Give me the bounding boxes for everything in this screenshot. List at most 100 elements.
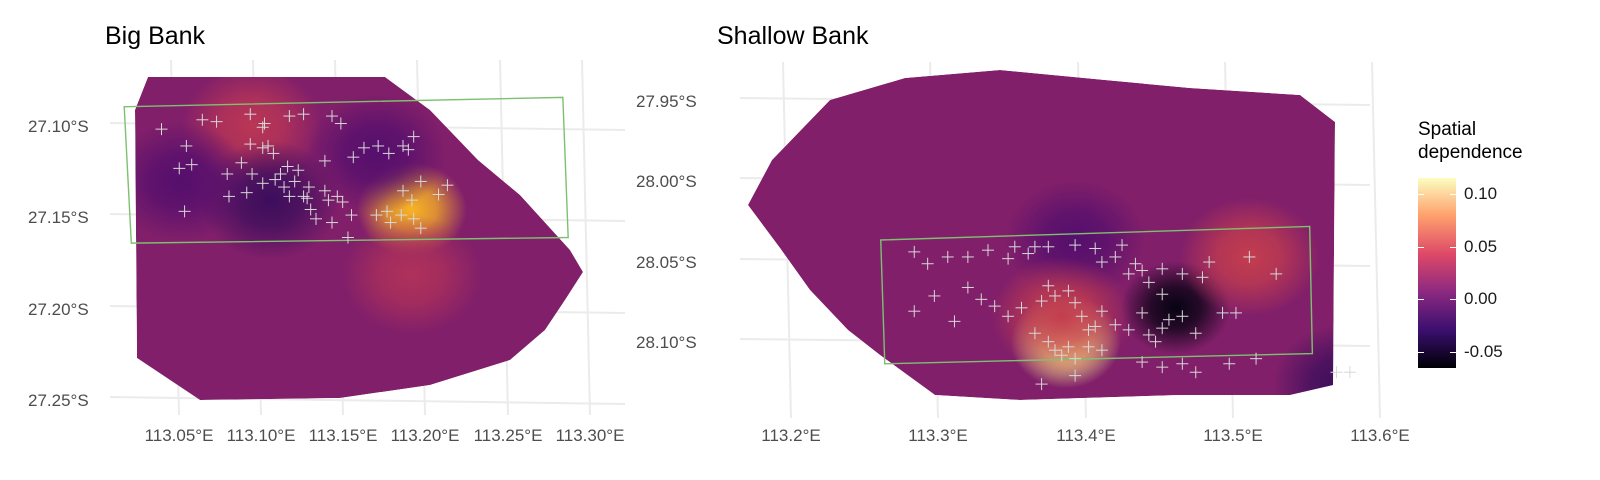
sample-point-marker bbox=[372, 139, 385, 152]
sample-point-marker bbox=[274, 167, 287, 180]
sample-points bbox=[155, 108, 454, 244]
y-tick-label: 27.95°S bbox=[636, 92, 697, 111]
sample-point-marker bbox=[1203, 256, 1216, 269]
sample-point-marker bbox=[347, 151, 360, 164]
y-tick-label: 27.25°S bbox=[28, 391, 89, 410]
sample-point-marker bbox=[301, 192, 314, 205]
sample-point-marker bbox=[283, 110, 296, 123]
sample-point-marker bbox=[1116, 239, 1129, 252]
sample-point-marker bbox=[1122, 323, 1135, 336]
sample-point-marker bbox=[1229, 306, 1242, 319]
sample-point-marker bbox=[1035, 295, 1048, 308]
sample-point-marker bbox=[1075, 310, 1088, 323]
x-tick-label: 113.6°E bbox=[1350, 426, 1410, 445]
sample-point-marker bbox=[341, 231, 354, 244]
sample-point-marker bbox=[310, 212, 322, 225]
sample-point-marker bbox=[988, 300, 1001, 313]
field-hotspot bbox=[341, 215, 482, 335]
sample-point-marker bbox=[928, 289, 941, 302]
sample-point-marker bbox=[908, 305, 921, 318]
sample-point-marker bbox=[1176, 310, 1189, 323]
legend-tick-label: -0.05 bbox=[1464, 342, 1503, 362]
sample-point-marker bbox=[405, 194, 418, 207]
sample-point-marker bbox=[1095, 344, 1108, 357]
sample-point-marker bbox=[384, 216, 397, 229]
sample-point-marker bbox=[908, 245, 921, 258]
sample-point-marker bbox=[196, 113, 209, 126]
sample-point-marker bbox=[414, 175, 427, 188]
sample-point-marker bbox=[283, 190, 296, 203]
sample-point-marker bbox=[331, 190, 344, 203]
sample-point-marker bbox=[961, 250, 974, 263]
sample-point-marker bbox=[1142, 328, 1155, 341]
sample-point-marker bbox=[325, 110, 338, 123]
sample-point-marker bbox=[941, 250, 954, 263]
sample-point-marker bbox=[304, 203, 317, 216]
sample-point-marker bbox=[302, 181, 315, 194]
sample-point-marker bbox=[180, 139, 193, 152]
sample-point-marker bbox=[1028, 240, 1041, 253]
sample-point-marker bbox=[1042, 335, 1055, 348]
panel-title-big-bank: Big Bank bbox=[105, 22, 206, 50]
legend-colorbar bbox=[1418, 178, 1456, 368]
x-tick-label: 113.20°E bbox=[390, 426, 460, 445]
survey-area-outline bbox=[880, 225, 1314, 365]
x-tick-label: 113.2°E bbox=[761, 426, 821, 445]
sample-point-marker bbox=[210, 115, 223, 128]
sample-point-marker bbox=[244, 108, 257, 121]
sample-point-marker bbox=[1035, 378, 1048, 391]
sample-point-marker bbox=[1136, 264, 1149, 277]
y-tick-label: 27.15°S bbox=[28, 208, 89, 227]
sample-point-marker bbox=[1022, 247, 1035, 260]
sample-point-marker bbox=[1343, 366, 1356, 379]
x-tick-label: 113.5°E bbox=[1203, 426, 1263, 445]
x-tick-label: 113.05°E bbox=[144, 426, 214, 445]
sample-point-marker bbox=[222, 190, 235, 203]
sample-point-marker bbox=[370, 209, 383, 222]
sample-point-marker bbox=[292, 164, 305, 177]
sample-point-marker bbox=[1109, 318, 1122, 331]
sample-point-marker bbox=[1330, 366, 1343, 379]
sample-point-marker bbox=[1069, 352, 1082, 365]
sample-point-marker bbox=[432, 188, 445, 201]
sample-point-marker bbox=[1062, 340, 1075, 353]
sample-point-marker bbox=[1156, 262, 1169, 275]
sample-point-marker bbox=[1095, 256, 1108, 269]
sample-point-marker bbox=[1069, 296, 1082, 309]
sample-point-marker bbox=[1149, 335, 1162, 348]
sample-point-marker bbox=[173, 162, 186, 175]
sample-point-marker bbox=[281, 160, 294, 173]
sample-point-marker bbox=[975, 293, 988, 306]
grid-line-vertical bbox=[581, 59, 591, 416]
sample-point-marker bbox=[1069, 239, 1082, 252]
sample-point-marker bbox=[357, 141, 370, 154]
sample-point-marker bbox=[322, 194, 335, 207]
sample-point-marker bbox=[1109, 250, 1122, 263]
x-tick-label: 113.4°E bbox=[1056, 426, 1116, 445]
sample-point-marker bbox=[221, 167, 234, 180]
sample-point-marker bbox=[1250, 352, 1263, 365]
sample-point-marker bbox=[1015, 301, 1028, 314]
y-tick-label: 28.00°S bbox=[636, 172, 697, 191]
x-tick-label: 113.25°E bbox=[473, 426, 543, 445]
sample-point-marker bbox=[382, 147, 395, 160]
sample-point-marker bbox=[414, 222, 427, 235]
sample-point-marker bbox=[1156, 361, 1169, 374]
legend-tick-label: 0.05 bbox=[1464, 236, 1498, 256]
sample-point-marker bbox=[1176, 357, 1189, 370]
sample-point-marker bbox=[948, 315, 961, 328]
sample-point-marker bbox=[1062, 284, 1075, 297]
sample-point-marker bbox=[1136, 356, 1149, 369]
sample-point-marker bbox=[961, 281, 974, 294]
sample-point-marker bbox=[267, 147, 280, 160]
sample-point-marker bbox=[1008, 240, 1021, 253]
sample-point-marker bbox=[1176, 267, 1189, 280]
sample-point-marker bbox=[334, 117, 347, 130]
y-tick-label: 28.10°S bbox=[636, 333, 697, 352]
sample-point-marker bbox=[1042, 279, 1055, 292]
spatial-field bbox=[135, 77, 583, 400]
sample-point-marker bbox=[1216, 306, 1229, 319]
sample-point-marker bbox=[185, 158, 198, 171]
